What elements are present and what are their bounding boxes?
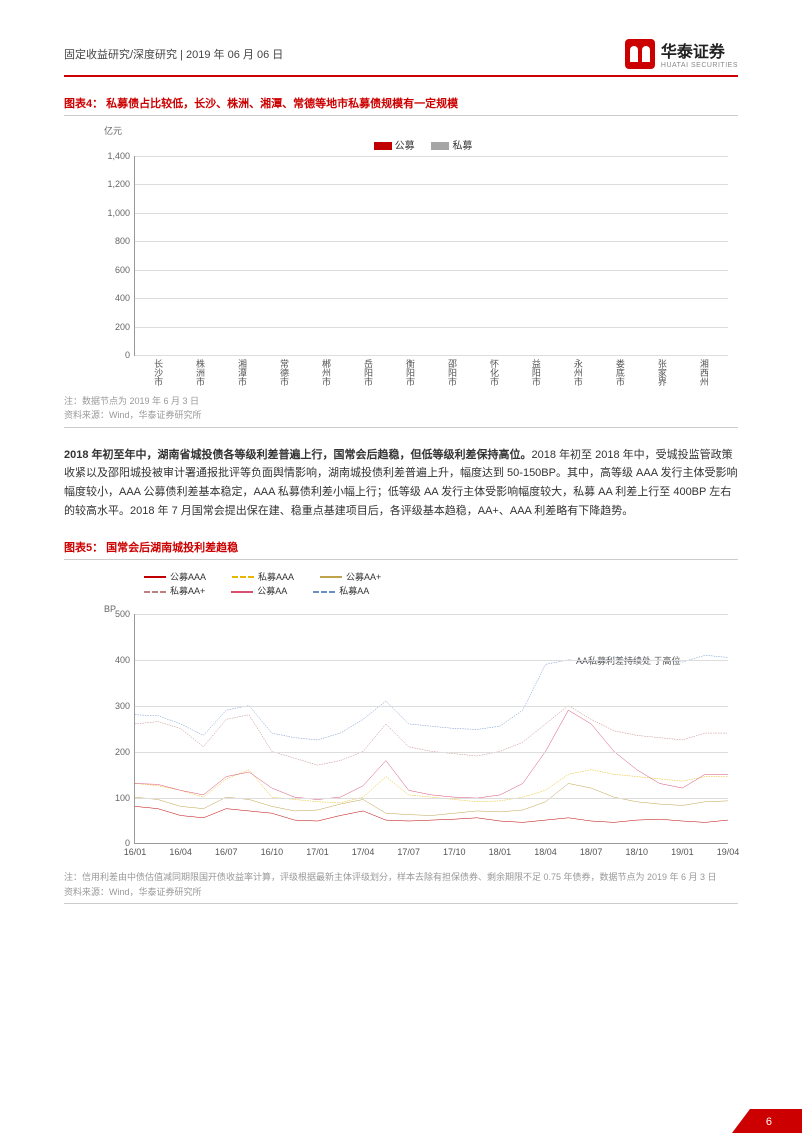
- legend-label-private: 私募: [452, 141, 472, 152]
- chart4-xtick: 郴州市: [320, 359, 333, 386]
- chart4-ytick: 600: [95, 265, 130, 275]
- chart4-ytick: 1,000: [95, 208, 130, 218]
- chart5-xtick: 17/01: [306, 847, 329, 857]
- chart5-svg: [135, 614, 728, 843]
- chart5-ytick: 100: [95, 793, 130, 803]
- chart5-xtick: 18/04: [534, 847, 557, 857]
- page-number: 6: [766, 1116, 772, 1128]
- chart5-ytick: 500: [95, 609, 130, 619]
- chart5-legend-label: 公募AA: [257, 586, 287, 596]
- chart4-bars: 长沙市株洲市湘潭市常德市郴州市岳阳市衡阳市邵阳市怀化市益阳市永州市娄底市张家界湘…: [135, 156, 728, 355]
- chart4-xtick: 株洲市: [194, 359, 207, 386]
- chart4-xtick: 长沙市: [152, 359, 165, 386]
- chart5-annotation: AA私募利差持续处 于高位: [576, 656, 681, 668]
- chart4-legend: 公募 私募: [94, 137, 738, 152]
- logo-icon: [625, 39, 655, 69]
- chart5-linechart: AA私募利差持续处 于高位 010020030040050016/0116/04…: [134, 614, 728, 844]
- chart5-legend-label: 私募AA: [339, 586, 369, 596]
- brand-logo: 华泰证券 HUATAI SECURITIES: [625, 38, 738, 69]
- para-bold: 2018 年初至年中，湖南省城投债各等级利差普遍上行，国常会后趋稳，但低等级利差…: [64, 449, 532, 461]
- chart5-legend-label: 公募AA+: [346, 572, 381, 582]
- chart4-xtick: 张家界: [656, 359, 669, 386]
- chart5-xtick: 17/10: [443, 847, 466, 857]
- chart5-xtick: 19/01: [671, 847, 694, 857]
- chart5-xtick: 16/01: [124, 847, 147, 857]
- chart5-legend: 公募AAA 私募AAA 公募AA+ 私募AA+ 公募AA 私募AA: [94, 568, 738, 605]
- chart5-xtick: 17/04: [352, 847, 375, 857]
- chart4-note2: 资料来源：Wind，华泰证券研究所: [64, 408, 738, 422]
- chart4-xtick: 怀化市: [488, 359, 501, 386]
- chart4-xtick: 衡阳市: [404, 359, 417, 386]
- chart5-xtick: 18/10: [626, 847, 649, 857]
- chart5-note2: 资料来源：Wind，华泰证券研究所: [64, 885, 738, 899]
- body-paragraph: 2018 年初至年中，湖南省城投债各等级利差普遍上行，国常会后趋稳，但低等级利差…: [64, 446, 738, 521]
- chart5-legend-label: 私募AA+: [170, 586, 205, 596]
- chart4-xtick: 永州市: [572, 359, 585, 386]
- chart5-xtick: 18/01: [489, 847, 512, 857]
- header-breadcrumb: 固定收益研究/深度研究 | 2019 年 06 月 06 日: [64, 46, 283, 62]
- chart4-ytick: 400: [95, 293, 130, 303]
- page-header: 固定收益研究/深度研究 | 2019 年 06 月 06 日 华泰证券 HUAT…: [64, 38, 738, 77]
- chart5-legend-label: 公募AAA: [170, 572, 206, 582]
- legend-label-public: 公募: [395, 141, 415, 152]
- brand-name-en: HUATAI SECURITIES: [661, 62, 738, 69]
- chart5-xtick: 19/04: [717, 847, 740, 857]
- chart5-xtick: 18/07: [580, 847, 603, 857]
- chart4-ytick: 1,200: [95, 179, 130, 189]
- chart4-ytick: 0: [95, 350, 130, 360]
- chart4-xtick: 娄底市: [614, 359, 627, 386]
- chart4-area: 亿元 公募 私募 长沙市株洲市湘潭市常德市郴州市岳阳市衡阳市邵阳市怀化市益阳市永…: [94, 124, 738, 356]
- chart4-title: 图表4： 私募债占比较低，长沙、株洲、湘潭、常德等地市私募债规模有一定规模: [64, 95, 738, 116]
- chart5-ytick: 200: [95, 747, 130, 757]
- chart4-xtick: 岳阳市: [362, 359, 375, 386]
- chart5-legend-label: 私募AAA: [258, 572, 294, 582]
- chart4-ylabel: 亿元: [104, 124, 738, 137]
- legend-swatch-private: [431, 142, 449, 150]
- chart5-xtick: 17/07: [397, 847, 420, 857]
- chart4-xtick: 益阳市: [530, 359, 543, 386]
- chart4-xtick: 常德市: [278, 359, 291, 386]
- chart4-ytick: 200: [95, 322, 130, 332]
- chart5-footnote: 注：信用利差由中债估值减同期限国开债收益率计算，评级根据最新主体评级划分，样本去…: [64, 870, 738, 904]
- chart4-footnote: 注：数据节点为 2019 年 6 月 3 日 资料来源：Wind，华泰证券研究所: [64, 394, 738, 428]
- chart5-note1: 注：信用利差由中债估值减同期限国开债收益率计算，评级根据最新主体评级划分，样本去…: [64, 870, 738, 884]
- chart5-ytick: 300: [95, 701, 130, 711]
- brand-name-cn: 华泰证券: [661, 38, 738, 62]
- chart5-ylabel: BP: [104, 604, 738, 614]
- chart4-xtick: 湘潭市: [236, 359, 249, 386]
- chart4-note1: 注：数据节点为 2019 年 6 月 3 日: [64, 394, 738, 408]
- legend-swatch-public: [374, 142, 392, 150]
- chart4-xtick: 湘西州: [698, 359, 711, 386]
- chart5-xtick: 16/04: [169, 847, 192, 857]
- chart4-barchart: 长沙市株洲市湘潭市常德市郴州市岳阳市衡阳市邵阳市怀化市益阳市永州市娄底市张家界湘…: [134, 156, 728, 356]
- chart4-xtick: 邵阳市: [446, 359, 459, 386]
- chart5-xtick: 16/07: [215, 847, 238, 857]
- chart5-xtick: 16/10: [261, 847, 284, 857]
- chart4-ytick: 1,400: [95, 151, 130, 161]
- chart5-title: 图表5： 国常会后湖南城投利差趋稳: [64, 539, 738, 560]
- chart5-area: 公募AAA 私募AAA 公募AA+ 私募AA+ 公募AA 私募AA BP AA私募利差持续…: [94, 568, 738, 845]
- chart5-ytick: 400: [95, 655, 130, 665]
- chart4-ytick: 800: [95, 236, 130, 246]
